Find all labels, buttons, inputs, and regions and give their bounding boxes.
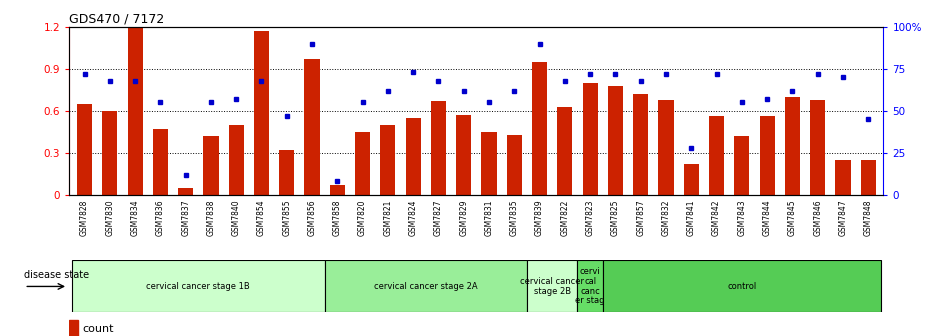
Bar bbox=[759, 117, 774, 195]
Bar bbox=[380, 125, 396, 195]
Text: cervical cancer stage 1B: cervical cancer stage 1B bbox=[146, 282, 250, 291]
Bar bbox=[179, 188, 193, 195]
Text: GDS470 / 7172: GDS470 / 7172 bbox=[69, 13, 165, 26]
Bar bbox=[325, 260, 527, 312]
Text: disease state: disease state bbox=[24, 270, 90, 280]
Bar bbox=[860, 160, 876, 195]
Bar bbox=[583, 83, 598, 195]
Text: cervi
cal
canc
er stag: cervi cal canc er stag bbox=[575, 267, 605, 305]
Bar bbox=[431, 101, 446, 195]
Bar bbox=[709, 117, 724, 195]
Bar bbox=[557, 107, 573, 195]
Bar bbox=[810, 100, 825, 195]
Bar bbox=[603, 260, 881, 312]
Bar bbox=[456, 115, 472, 195]
Text: cervical cancer
stage 2B: cervical cancer stage 2B bbox=[520, 277, 585, 296]
Text: count: count bbox=[82, 324, 114, 334]
Bar bbox=[254, 31, 269, 195]
Bar bbox=[204, 136, 218, 195]
Text: cervical cancer stage 2A: cervical cancer stage 2A bbox=[374, 282, 477, 291]
Bar bbox=[329, 185, 345, 195]
Bar bbox=[103, 111, 117, 195]
Bar bbox=[69, 320, 78, 336]
Bar bbox=[784, 97, 800, 195]
Bar bbox=[228, 125, 244, 195]
Bar bbox=[279, 150, 294, 195]
Text: control: control bbox=[727, 282, 757, 291]
Bar bbox=[608, 86, 623, 195]
Bar bbox=[481, 132, 497, 195]
Bar bbox=[577, 260, 603, 312]
Bar bbox=[532, 62, 548, 195]
Bar bbox=[77, 104, 92, 195]
Bar bbox=[405, 118, 421, 195]
Bar bbox=[153, 129, 168, 195]
Bar bbox=[835, 160, 850, 195]
Bar bbox=[659, 100, 673, 195]
Bar bbox=[527, 260, 577, 312]
Bar bbox=[128, 27, 142, 195]
Bar bbox=[633, 94, 648, 195]
Bar bbox=[507, 135, 522, 195]
Bar bbox=[684, 164, 698, 195]
Bar bbox=[304, 59, 320, 195]
Bar bbox=[734, 136, 749, 195]
Bar bbox=[72, 260, 325, 312]
Bar bbox=[355, 132, 370, 195]
